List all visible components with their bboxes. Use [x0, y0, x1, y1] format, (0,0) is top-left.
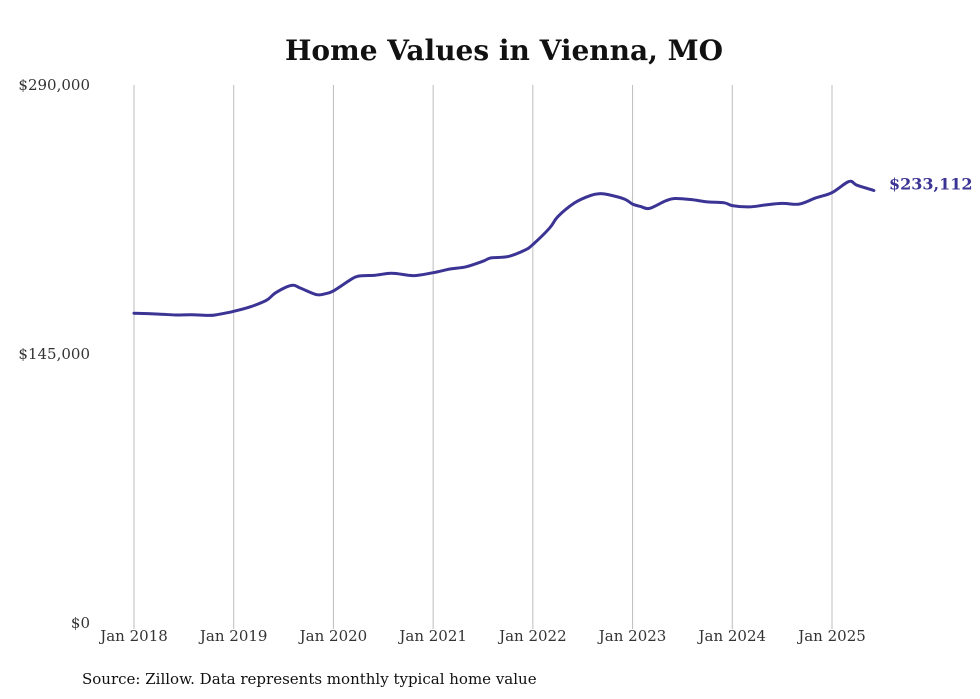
data-point-9 [274, 291, 277, 294]
x-tick-label-3: Jan 2021 [397, 627, 467, 645]
data-point-46 [764, 204, 767, 207]
y-tick-label-0: $0 [71, 614, 90, 632]
data-point-24 [482, 260, 485, 263]
data-point-53 [872, 189, 875, 192]
data-point-28 [531, 243, 534, 246]
data-point-37 [639, 205, 642, 208]
data-point-25 [490, 256, 493, 259]
data-point-40 [673, 197, 676, 200]
x-tick-label-2: Jan 2020 [298, 627, 368, 645]
data-point-16 [357, 275, 360, 278]
data-point-26 [506, 255, 509, 258]
data-point-43 [723, 201, 726, 204]
data-point-2 [174, 314, 177, 317]
series-line-0 [132, 179, 876, 317]
data-point-15 [349, 278, 352, 281]
data-point-35 [623, 198, 626, 201]
data-point-22 [449, 268, 452, 271]
data-point-49 [814, 197, 817, 200]
data-point-44 [731, 204, 734, 207]
x-tick-label-5: Jan 2023 [597, 627, 667, 645]
x-tick-label-4: Jan 2022 [497, 627, 567, 645]
data-point-32 [589, 194, 592, 197]
data-point-23 [465, 265, 468, 268]
x-tick-label-6: Jan 2024 [697, 627, 767, 645]
data-point-21 [432, 271, 435, 274]
data-point-41 [689, 198, 692, 201]
data-point-19 [407, 274, 410, 277]
y-tick-label-2: $290,000 [18, 76, 90, 94]
data-point-27 [523, 249, 526, 252]
data-point-8 [265, 299, 268, 302]
data-point-5 [215, 313, 218, 316]
source-note: Source: Zillow. Data represents monthly … [82, 670, 537, 688]
data-point-51 [848, 180, 851, 183]
data-point-0 [133, 312, 136, 315]
data-point-4 [207, 314, 210, 317]
x-tick-label-1: Jan 2019 [198, 627, 268, 645]
data-point-47 [781, 202, 784, 205]
data-point-10 [290, 284, 293, 287]
data-point-17 [374, 274, 377, 277]
data-point-13 [324, 292, 327, 295]
x-tick-label-0: Jan 2018 [98, 627, 168, 645]
gridlines [133, 85, 833, 629]
data-point-34 [606, 193, 609, 196]
data-point-18 [390, 272, 393, 275]
data-point-20 [415, 274, 418, 277]
data-point-38 [648, 207, 651, 210]
data-point-42 [706, 200, 709, 203]
data-point-3 [190, 313, 193, 316]
data-point-1 [157, 313, 160, 316]
data-point-12 [315, 293, 318, 296]
data-point-36 [631, 203, 634, 206]
data-point-39 [664, 199, 667, 202]
end-value-label: $233,112 [889, 175, 973, 194]
data-point-30 [556, 215, 559, 218]
data-point-50 [831, 191, 834, 194]
data-point-7 [249, 305, 252, 308]
y-tick-label-1: $145,000 [18, 345, 90, 363]
series-layer: $233,112 [132, 175, 973, 317]
data-point-11 [299, 287, 302, 290]
data-point-14 [332, 289, 335, 292]
data-point-29 [548, 226, 551, 229]
x-axis-ticks: Jan 2018 Jan 2019 Jan 2020 Jan 2021 Jan 2022… [98, 627, 866, 645]
x-tick-label-7: Jan 2025 [796, 627, 866, 645]
data-point-31 [573, 201, 576, 204]
data-point-6 [232, 310, 235, 313]
data-point-48 [798, 203, 801, 206]
chart-title: Home Values in Vienna, MO [285, 34, 723, 67]
data-point-52 [855, 184, 858, 187]
data-point-45 [748, 205, 751, 208]
data-point-33 [598, 192, 601, 195]
y-axis-ticks: $0 $145,000 $290,000 [18, 76, 90, 632]
